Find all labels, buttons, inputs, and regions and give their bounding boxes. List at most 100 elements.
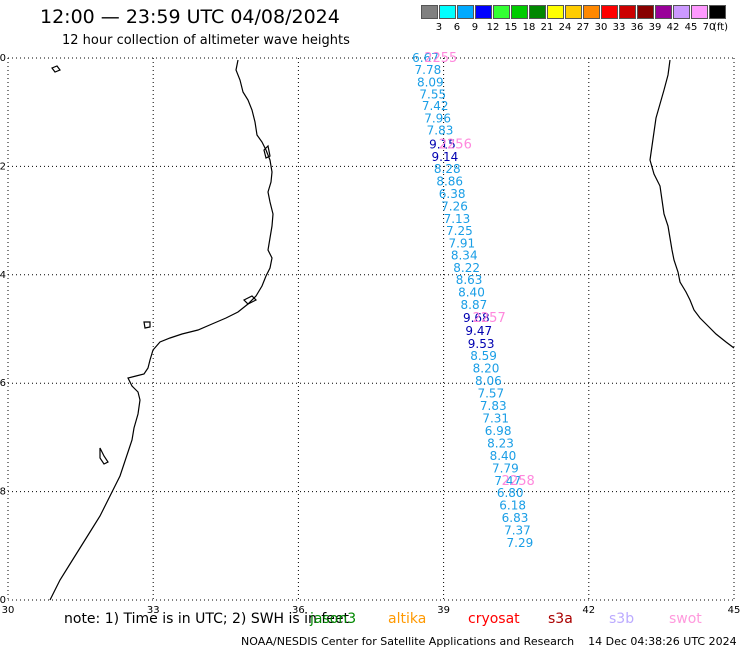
time-label: 2256: [439, 138, 472, 153]
swh-label: 8.34: [451, 248, 478, 262]
lon-tick-label: 45: [728, 605, 740, 616]
legend-label: 36: [630, 22, 644, 33]
lon-tick-label: 36: [292, 605, 305, 616]
swh-label: 7.96: [424, 112, 451, 126]
time-label: 2255: [424, 51, 457, 66]
legend-unit: (ft): [713, 22, 729, 33]
island-4: [99, 447, 109, 465]
lon-tick-label: 39: [437, 605, 450, 616]
swh-label: 7.29: [507, 536, 534, 550]
legend-label: 42: [666, 22, 680, 33]
swh-label: 7.13: [444, 212, 471, 226]
swh-label: 6.80: [497, 486, 524, 500]
satellite-label: altika: [388, 611, 427, 627]
note-text: note: 1) Time is in UTC; 2) SWH is in fe…: [64, 611, 350, 627]
observation-labels: 6.677.788.097.557.427.967.839.159.148.28…: [412, 51, 533, 550]
madagascar-coastline: [649, 59, 735, 349]
lat-tick-label: -24: [0, 270, 6, 281]
legend-label: 12: [486, 22, 500, 33]
swh-label: 8.06: [475, 374, 502, 388]
legend-swatch: [691, 5, 708, 19]
swh-label: 7.37: [504, 524, 531, 538]
swh-label: 6.18: [499, 499, 526, 513]
legend-swatch: [493, 5, 510, 19]
swh-label: 8.87: [461, 298, 488, 312]
satellite-label: s3a: [548, 611, 573, 627]
swh-label: 9.47: [465, 324, 492, 338]
lat-tick-label: -30: [0, 595, 6, 606]
swh-label: 7.26: [441, 200, 468, 214]
legend-swatch: [547, 5, 564, 19]
swh-label: 7.83: [427, 124, 454, 138]
swh-label: 8.40: [490, 449, 517, 463]
time-label: 2257: [473, 311, 506, 326]
swh-label: 8.59: [470, 349, 497, 363]
lon-tick-label: 42: [582, 605, 595, 616]
lat-tick-label: -28: [0, 487, 6, 498]
swh-label: 6.83: [502, 511, 529, 525]
legend-swatch: [457, 5, 474, 19]
legend-swatch: [511, 5, 528, 19]
chart-title: 12:00 — 23:59 UTC 04/08/2024: [40, 6, 340, 28]
legend-swatch: [619, 5, 636, 19]
legend-swatch: [583, 5, 600, 19]
chart-subtitle: 12 hour collection of altimeter wave hei…: [62, 33, 350, 48]
legend-label: 6: [453, 22, 461, 33]
legend-label: 33: [612, 22, 626, 33]
legend-swatch: [709, 5, 726, 19]
island-5: [263, 144, 271, 159]
swh-label: 9.68: [463, 311, 490, 325]
swh-label: 7.91: [448, 236, 475, 250]
swh-label: 7.78: [415, 63, 442, 77]
graticule: [7, 57, 735, 601]
legend-label: 9: [471, 22, 479, 33]
legend-swatch: [637, 5, 654, 19]
island-2: [242, 295, 258, 305]
africa-coastline: [49, 59, 274, 601]
swh-label: 8.86: [436, 175, 463, 189]
lon-tick-label: 33: [147, 605, 160, 616]
legend-label: 24: [558, 22, 572, 33]
time-label: 2258: [502, 474, 535, 489]
swh-label: 7.55: [419, 87, 446, 101]
swh-label: 8.23: [487, 436, 514, 450]
satellite-label: jason3: [310, 611, 357, 627]
legend-swatch: [601, 5, 618, 19]
satellite-label: swot: [669, 611, 702, 627]
swh-label: 7.31: [482, 411, 509, 425]
legend-label: 15: [504, 22, 518, 33]
swh-label: 6.38: [439, 187, 466, 201]
island-1: [51, 65, 61, 73]
legend-label: 18: [522, 22, 536, 33]
lat-tick-label: -22: [0, 161, 6, 172]
swh-label: 8.09: [417, 75, 444, 89]
swh-label: 8.28: [434, 162, 461, 176]
swh-label: 6.98: [485, 424, 512, 438]
legend-swatch: [475, 5, 492, 19]
legend-swatch: [673, 5, 690, 19]
swh-label: 8.20: [473, 362, 500, 376]
legend-label: 27: [576, 22, 590, 33]
credit-line: NOAA/NESDIS Center for Satellite Applica…: [241, 635, 737, 648]
lat-tick-label: -20: [0, 53, 6, 64]
legend-swatch: [529, 5, 546, 19]
swh-label: 8.63: [456, 273, 483, 287]
legend-swatch: [439, 5, 456, 19]
axis-tick-labels: 30 33 36 39 42 45 -20 -22 -24 -26 -28 -30: [0, 53, 740, 616]
swh-label: 7.83: [480, 399, 507, 413]
legend-label: 45: [684, 22, 698, 33]
legend-label: 30: [594, 22, 608, 33]
swh-label: 9.53: [468, 337, 495, 351]
swh-label: 7.25: [446, 224, 473, 238]
swh-label: 8.40: [458, 286, 485, 300]
satellite-label: s3b: [609, 611, 635, 627]
swh-label: 7.57: [477, 386, 504, 400]
legend-label: 3: [435, 22, 443, 33]
swh-label: 7.42: [422, 99, 449, 113]
time-labels: 2255 2256 2257 2258: [424, 51, 535, 489]
swh-label: 7.79: [492, 461, 519, 475]
lon-tick-label: 30: [2, 605, 15, 616]
legend-label: 21: [540, 22, 554, 33]
legend-swatch: [655, 5, 672, 19]
swh-label: 9.15: [429, 138, 456, 152]
